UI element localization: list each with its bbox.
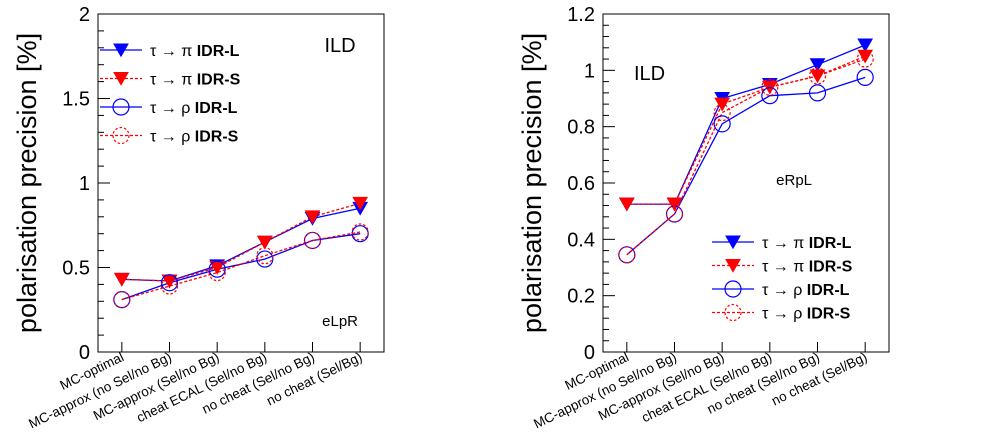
legend-entry: τ → ρ IDR-L	[150, 100, 238, 117]
series-line-1	[121, 207, 361, 282]
data-point	[256, 235, 273, 250]
data-point	[618, 246, 636, 264]
legend-series-name: τ → ρ	[150, 100, 195, 117]
legend-marker	[112, 98, 130, 116]
legend-entry: τ → π IDR-S	[150, 72, 241, 89]
data-point	[761, 78, 779, 96]
legend-series-tag: IDR-S	[197, 72, 241, 89]
experiment-label: ILD	[324, 35, 355, 57]
y-tick-label: 0.6	[567, 173, 595, 195]
data-point	[666, 197, 683, 212]
legend-series-tag: IDR-S	[195, 129, 239, 146]
data-point	[208, 263, 226, 282]
series-line-1	[626, 44, 866, 205]
data-point	[618, 197, 635, 212]
legend-marker	[113, 72, 129, 86]
data-point	[304, 210, 321, 225]
legend-marker	[113, 43, 129, 58]
data-point	[761, 87, 779, 105]
y-tick-label: 1.5	[62, 89, 90, 111]
legend-series-name: τ → ρ	[150, 129, 195, 146]
legend: τ → π IDR-Lτ → π IDR-Sτ → ρ IDR-Lτ → ρ I…	[712, 235, 853, 323]
data-point	[113, 272, 130, 287]
legend-series-name: τ → ρ	[762, 282, 807, 299]
experiment-label: ILD	[634, 63, 665, 85]
data-point	[665, 205, 684, 223]
data-point	[857, 49, 874, 64]
y-tick-label: 0.4	[567, 229, 595, 251]
y-tick-label: 1	[584, 60, 595, 82]
data-point	[713, 103, 731, 122]
legend-series-name: τ → π	[150, 72, 197, 89]
legend-marker	[725, 259, 741, 273]
legend-series-tag: IDR-L	[195, 100, 238, 117]
y-tick-label: 2	[79, 4, 90, 26]
legend-series-name: τ → π	[150, 43, 197, 60]
data-point	[809, 58, 826, 73]
legend-marker	[725, 235, 741, 250]
legend: τ → π IDR-Lτ → π IDR-Sτ → ρ IDR-Lτ → ρ I…	[100, 43, 241, 146]
plot-frame	[97, 13, 385, 353]
y-tick-label: 0.5	[62, 258, 90, 280]
legend-series-tag: IDR-L	[807, 282, 850, 299]
data-point	[809, 69, 826, 84]
series-line-2	[121, 202, 361, 282]
legend-entry: τ → ρ IDR-S	[150, 129, 239, 146]
legend-entry: τ → ρ IDR-S	[762, 306, 851, 323]
data-point	[856, 68, 874, 86]
data-point	[160, 274, 179, 292]
legend-marker	[724, 303, 742, 322]
data-point	[808, 67, 827, 85]
legend-marker	[724, 280, 742, 298]
legend-series-tag: IDR-L	[197, 43, 240, 60]
chart-panel-2: 0 0.2 0.4 0.6 0.8 1 1.2 polarisation precision …	[517, 4, 890, 431]
legend-series-tag: IDR-L	[809, 235, 852, 252]
data-point	[857, 38, 874, 53]
legend-series-name: τ → π	[762, 259, 809, 276]
legend-series-name: τ → ρ	[762, 306, 807, 323]
data-point	[808, 84, 827, 102]
legend-entry: τ → π IDR-S	[762, 259, 853, 276]
series-line-3	[626, 76, 866, 256]
data-point	[713, 115, 731, 133]
polarisation-label: eLpR	[322, 313, 358, 330]
legend-marker	[112, 126, 130, 145]
series-line-4	[121, 231, 361, 301]
legend-entry: τ → π IDR-L	[762, 235, 852, 252]
legend-entry: τ → ρ IDR-L	[762, 282, 850, 299]
data-point	[256, 247, 274, 265]
legend-series-tag: IDR-S	[809, 259, 853, 276]
y-tick-label: 1.2	[567, 4, 595, 26]
y-axis-label: polarisation precision [%]	[12, 33, 42, 333]
data-point	[303, 231, 322, 250]
data-point	[856, 50, 874, 68]
data-point	[160, 277, 179, 295]
y-axis-label: polarisation precision [%]	[517, 33, 547, 333]
legend-series-name: τ → π	[762, 235, 809, 252]
y-tick-label: 0.8	[567, 117, 595, 139]
legend-entry: τ → π IDR-L	[150, 43, 240, 60]
data-point	[113, 291, 131, 309]
polarisation-label: eRpL	[776, 172, 812, 189]
y-tick-label: 1	[79, 173, 90, 195]
data-point	[351, 223, 369, 241]
data-point	[352, 196, 369, 211]
y-tick-label: 0.2	[567, 286, 595, 308]
y-tick-label: 0	[79, 342, 90, 364]
data-point	[208, 260, 226, 278]
legend-series-tag: IDR-S	[807, 306, 851, 323]
y-tick-label: 0	[584, 342, 595, 364]
data-point	[256, 250, 274, 268]
